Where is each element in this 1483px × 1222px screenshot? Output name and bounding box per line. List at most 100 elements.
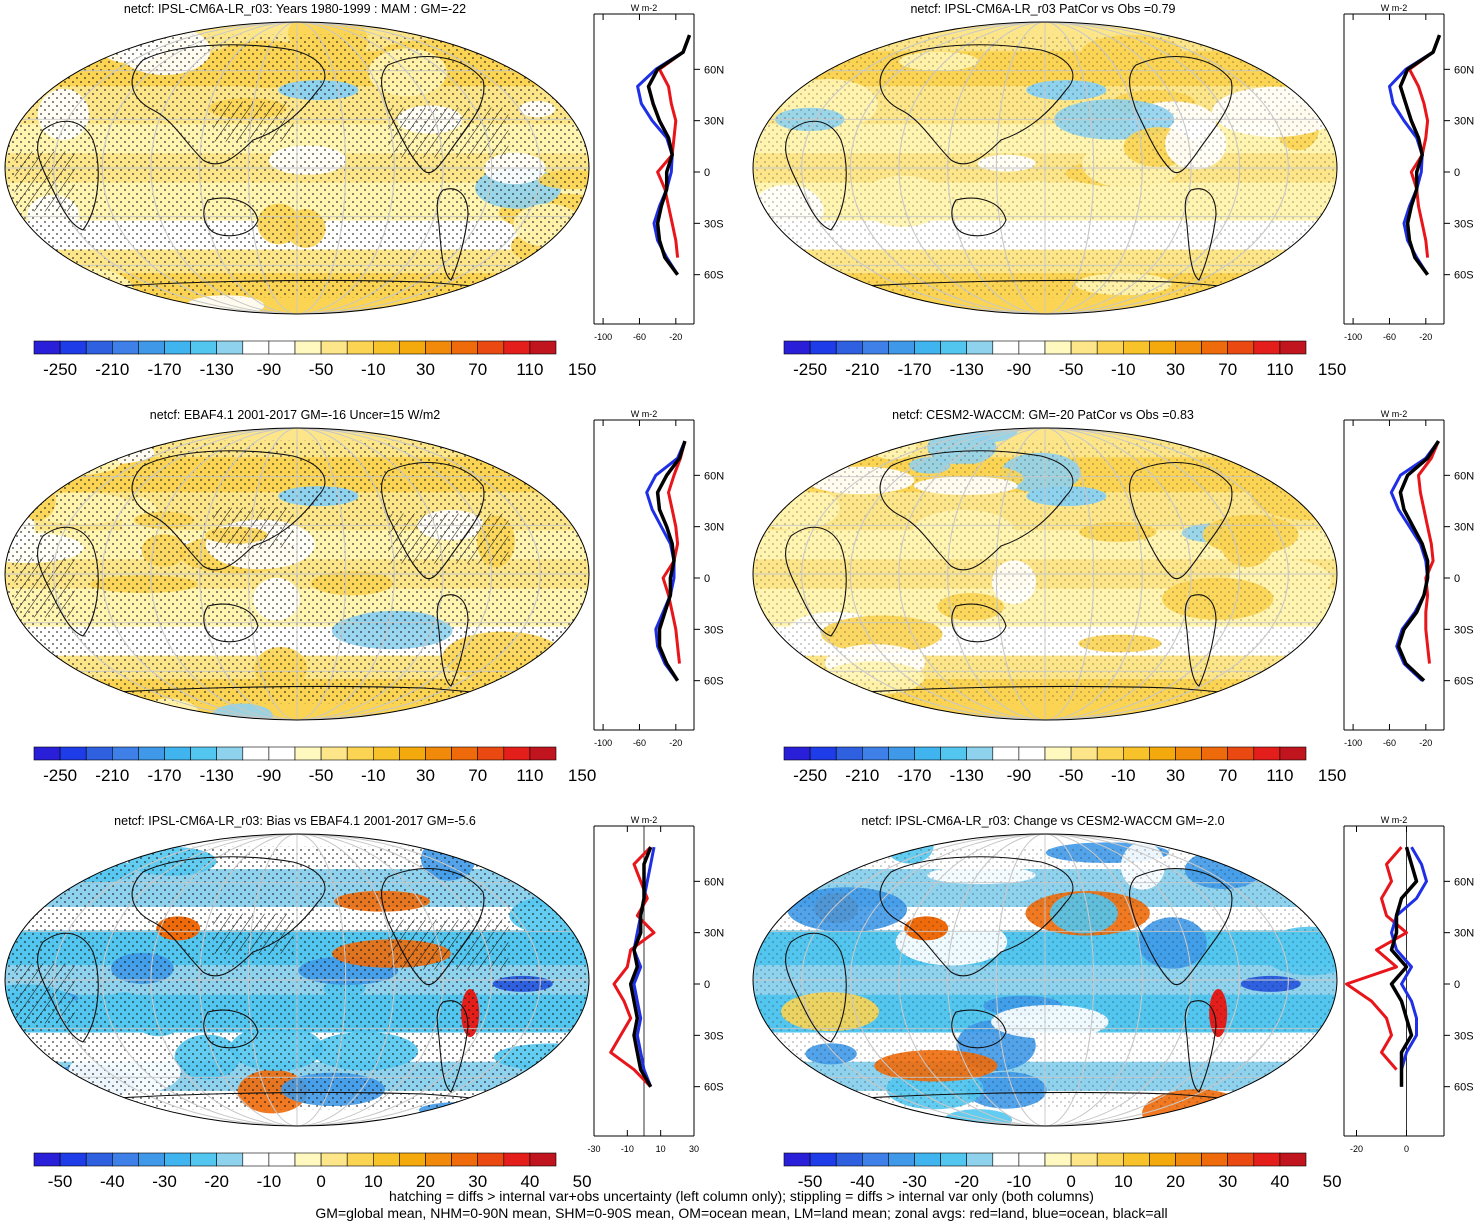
zonal-xtick-label: -20 xyxy=(669,332,682,342)
colorbar-label: -170 xyxy=(897,360,931,379)
zonal-unit-label: W m-2 xyxy=(1381,409,1408,419)
zonal-ytick-label: 0 xyxy=(704,573,710,585)
colorbar-label: 70 xyxy=(1218,360,1237,379)
colorbar-swatch xyxy=(347,747,373,760)
colorbar-swatch xyxy=(269,341,295,354)
colorbar-swatch xyxy=(426,1153,452,1166)
zonal-ytick-label: 30N xyxy=(1454,116,1474,128)
colorbar-swatch xyxy=(321,747,347,760)
colorbar-swatch xyxy=(243,1153,269,1166)
colorbar-label: -250 xyxy=(793,766,827,785)
zonal-xtick-label: 0 xyxy=(1404,1144,1409,1154)
colorbar-swatch xyxy=(1097,1153,1123,1166)
colorbar-swatch xyxy=(1071,747,1097,760)
colorbar-swatch xyxy=(269,747,295,760)
colorbar-label: 70 xyxy=(468,360,487,379)
colorbar-swatch xyxy=(165,1153,191,1166)
zonal-xtick-label: -10 xyxy=(621,1144,634,1154)
zonal-ytick-label: 30N xyxy=(704,116,724,128)
zonal-ytick-label: 60S xyxy=(1454,270,1474,282)
colorbar-swatch xyxy=(1202,747,1228,760)
zonal-ytick-label: 60N xyxy=(704,470,724,482)
colorbar-swatch xyxy=(836,341,862,354)
zonal-xtick-label: 30 xyxy=(689,1144,699,1154)
colorbar-swatch xyxy=(112,341,138,354)
colorbar-swatch xyxy=(993,1153,1019,1166)
zonal-ytick-label: 60S xyxy=(704,1082,724,1094)
colorbar-swatch xyxy=(191,1153,217,1166)
colorbar-swatch xyxy=(426,341,452,354)
colorbar-swatch xyxy=(34,1153,60,1166)
colorbar-swatch xyxy=(399,1153,425,1166)
zonal-ytick-label: 30S xyxy=(704,218,724,230)
zonal-line-land xyxy=(658,35,690,258)
colorbar-label: -210 xyxy=(95,766,129,785)
zonal-ytick-label: 30S xyxy=(704,624,724,636)
colorbar-label: -210 xyxy=(95,360,129,379)
zonal-xtick-label: -20 xyxy=(1419,738,1432,748)
colorbar-swatch xyxy=(862,747,888,760)
colorbar-swatch xyxy=(1254,1153,1280,1166)
colorbar-swatch xyxy=(1045,747,1071,760)
zonal-line-ocean xyxy=(1390,35,1440,275)
zonal-xtick-label: -60 xyxy=(1383,332,1396,342)
map-blob xyxy=(746,17,828,57)
colorbar-swatch xyxy=(34,341,60,354)
colorbar-swatch xyxy=(86,747,112,760)
colorbar-swatch xyxy=(888,747,914,760)
map-blob xyxy=(0,1100,115,1147)
map-field xyxy=(746,7,1357,319)
colorbar-swatch xyxy=(915,1153,941,1166)
map-blob xyxy=(1245,832,1347,856)
colorbar-swatch xyxy=(888,341,914,354)
colorbar-swatch xyxy=(295,747,321,760)
colorbar-swatch xyxy=(784,1153,810,1166)
panel-title: netcf: EBAF4.1 2001-2017 GM=-16 Uncer=15… xyxy=(3,408,587,422)
zonal-unit-label: W m-2 xyxy=(631,409,658,419)
colorbar-swatch xyxy=(1019,341,1045,354)
zonal-ytick-label: 30N xyxy=(704,928,724,940)
zonal-xtick-label: 10 xyxy=(656,1144,666,1154)
colorbar-swatch xyxy=(941,341,967,354)
panel-title: netcf: IPSL-CM6A-LR_r03: Change vs CESM2… xyxy=(751,814,1335,828)
zonal-ytick-label: 60S xyxy=(704,270,724,282)
colorbar-swatch xyxy=(1019,1153,1045,1166)
zonal-ytick-label: 30S xyxy=(1454,1030,1474,1042)
colorbar-label: 150 xyxy=(1318,360,1346,379)
zonal-xtick-label: -30 xyxy=(587,1144,600,1154)
map-panel xyxy=(3,832,591,1128)
zonal-ytick-label: 30N xyxy=(1454,522,1474,534)
colorbar-swatch xyxy=(138,1153,164,1166)
colorbar-swatch xyxy=(504,747,530,760)
zonal-ytick-label: 30S xyxy=(1454,218,1474,230)
colorbar-label: 30 xyxy=(1166,766,1185,785)
colorbar-swatch xyxy=(810,1153,836,1166)
colorbar-label: 150 xyxy=(568,360,596,379)
map-panel xyxy=(3,426,591,722)
zonal-xtick-label: -60 xyxy=(633,332,646,342)
colorbar-label: -50 xyxy=(309,360,334,379)
map-blob xyxy=(355,825,462,850)
hatching xyxy=(213,508,293,548)
hatching xyxy=(213,914,293,954)
colorbar-swatch xyxy=(1176,747,1202,760)
colorbar-swatch xyxy=(1176,341,1202,354)
colorbar-label: -10 xyxy=(1111,766,1136,785)
colorbar-swatch xyxy=(426,747,452,760)
colorbar-label: -170 xyxy=(897,766,931,785)
colorbar-swatch xyxy=(941,747,967,760)
colorbar-swatch xyxy=(1149,341,1175,354)
colorbar-swatch xyxy=(784,341,810,354)
colorbar-swatch xyxy=(373,1153,399,1166)
colorbar-swatch xyxy=(373,747,399,760)
colorbar-label: -90 xyxy=(1007,360,1032,379)
colorbar-label: -90 xyxy=(257,360,282,379)
map-blob xyxy=(1144,13,1232,38)
colorbar-swatch xyxy=(967,1153,993,1166)
colorbar-label: -10 xyxy=(1111,360,1136,379)
map-field xyxy=(0,825,613,1148)
colorbar-swatch xyxy=(347,1153,373,1166)
map-blob xyxy=(0,267,52,294)
